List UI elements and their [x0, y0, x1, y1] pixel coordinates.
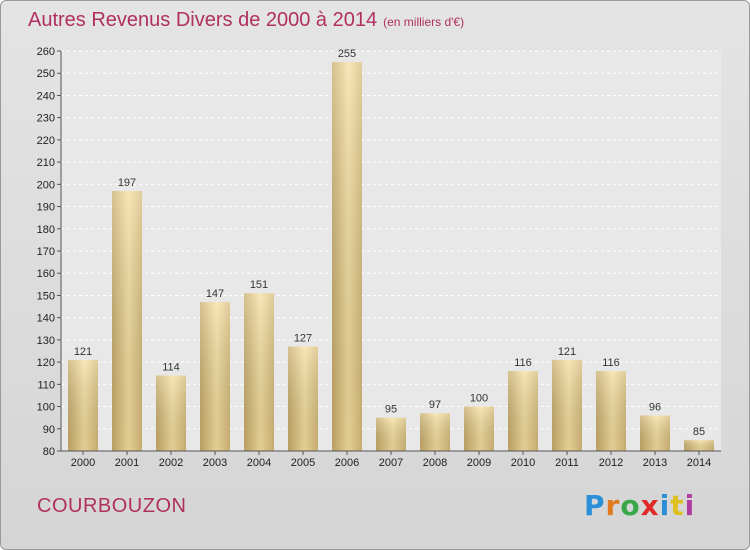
y-tick-label: 100 — [37, 402, 55, 414]
x-tick-label: 2009 — [467, 457, 491, 469]
x-tick-label: 2005 — [291, 457, 315, 469]
value-label: 96 — [649, 401, 661, 413]
y-tick-label: 120 — [37, 357, 55, 369]
value-label: 114 — [162, 361, 180, 373]
logo-letter: x — [640, 489, 660, 522]
y-tick-label: 130 — [37, 335, 55, 347]
value-label: 97 — [429, 399, 441, 411]
value-label: 147 — [206, 288, 224, 300]
x-tick-label: 2014 — [687, 457, 711, 469]
x-tick-label: 2003 — [203, 457, 227, 469]
x-tick-label: 2010 — [511, 457, 535, 469]
logo-letter: o — [620, 489, 641, 522]
y-tick-label: 160 — [37, 268, 55, 280]
y-tick-label: 90 — [43, 424, 55, 436]
chart-title: Autres Revenus Divers de 2000 à 2014 (en … — [28, 9, 464, 32]
chart-unit: (en milliers d'€) — [383, 15, 465, 29]
y-tick-label: 240 — [37, 90, 55, 102]
x-tick-label: 2012 — [599, 457, 623, 469]
x-tick-label: 2002 — [159, 457, 183, 469]
x-tick-label: 2011 — [555, 457, 579, 469]
value-label: 127 — [294, 333, 312, 345]
y-tick-label: 190 — [37, 202, 55, 214]
y-tick-label: 80 — [43, 446, 55, 458]
logo-letter: i — [684, 489, 696, 522]
bar-shade — [332, 62, 362, 451]
bar-shade — [464, 406, 494, 451]
logo-letter: P — [584, 489, 606, 522]
value-label: 116 — [602, 357, 620, 369]
value-label: 197 — [118, 177, 136, 189]
logo-letter: i — [659, 489, 671, 522]
bar-shade — [244, 293, 274, 451]
y-tick-label: 260 — [37, 46, 55, 58]
y-tick-label: 210 — [37, 157, 55, 169]
bar-shade — [68, 359, 98, 451]
bar-shade — [156, 375, 186, 451]
value-label: 95 — [385, 404, 397, 416]
bar-shade — [552, 359, 582, 451]
x-tick-label: 2008 — [423, 457, 447, 469]
y-tick-label: 150 — [37, 290, 55, 302]
bar-shade — [376, 417, 406, 451]
y-tick-label: 110 — [37, 379, 55, 391]
y-tick-label: 170 — [37, 246, 55, 258]
x-tick-label: 2006 — [335, 457, 359, 469]
y-tick-label: 200 — [37, 179, 55, 191]
proxiti-logo[interactable]: Proxiti — [584, 489, 695, 522]
bar-shade — [640, 415, 670, 451]
place-name: COURBOUZON — [37, 495, 187, 517]
x-tick-label: 2004 — [247, 457, 271, 469]
chart-title-text: Autres Revenus Divers de 2000 à 2014 — [28, 9, 378, 31]
logo-letter: r — [605, 489, 621, 522]
value-label: 151 — [250, 279, 268, 291]
bar-shade — [684, 439, 714, 451]
x-tick-label: 2007 — [379, 457, 403, 469]
bar-shade — [112, 191, 142, 451]
y-tick-label: 180 — [37, 224, 55, 236]
value-label: 121 — [74, 346, 92, 358]
bar-shade — [596, 371, 626, 451]
value-label: 85 — [693, 426, 705, 438]
logo-letter: t — [670, 489, 685, 522]
y-tick-label: 230 — [37, 113, 55, 125]
bar-shade — [420, 413, 450, 451]
y-tick-label: 250 — [37, 68, 55, 80]
x-tick-label: 2013 — [643, 457, 667, 469]
x-tick-label: 2000 — [71, 457, 95, 469]
value-label: 255 — [338, 48, 356, 60]
x-tick-label: 2001 — [115, 457, 139, 469]
y-tick-label: 140 — [37, 313, 55, 325]
bar-shade — [200, 302, 230, 451]
value-label: 100 — [470, 393, 488, 405]
bar-shade — [288, 346, 318, 451]
value-label: 116 — [514, 357, 532, 369]
axis-layer: 8090100110120130140150160170180190200210… — [37, 46, 721, 469]
bar-shade — [508, 371, 538, 451]
y-tick-label: 220 — [37, 135, 55, 147]
bar-layer: 121 197 114 147 151 127 255 95 97 100 116 121 116 96 8… — [68, 48, 714, 451]
value-label: 121 — [558, 346, 576, 358]
